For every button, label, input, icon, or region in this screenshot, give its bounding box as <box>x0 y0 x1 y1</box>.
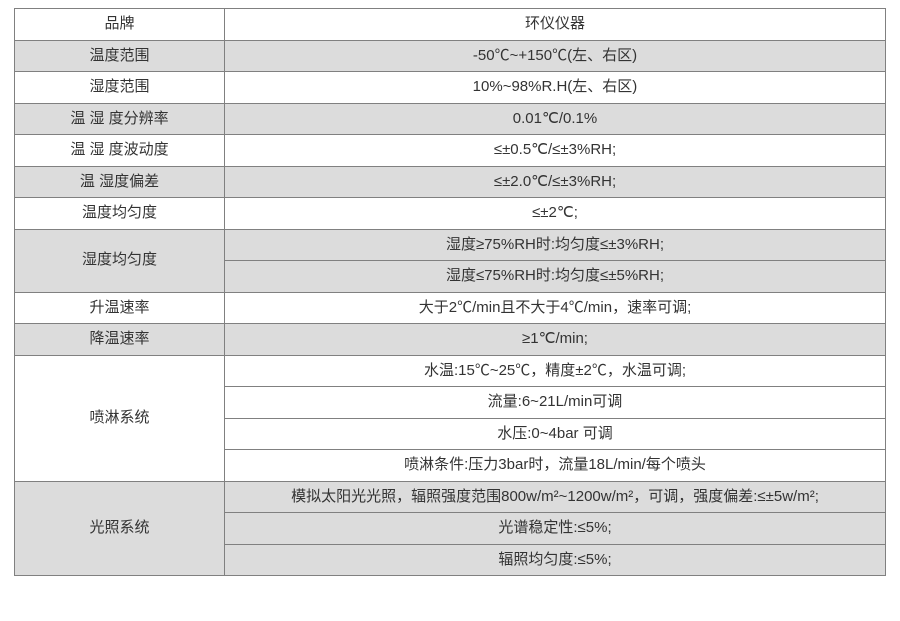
row-label: 湿度范围 <box>15 72 225 104</box>
table-row: 喷淋系统 水温:15℃~25℃，精度±2℃，水温可调; <box>15 355 886 387</box>
row-label: 温度范围 <box>15 40 225 72</box>
row-value: ≤±2℃; <box>225 198 886 230</box>
table-row: 湿度均匀度 湿度≥75%RH时:均匀度≤±3%RH; <box>15 229 886 261</box>
row-label: 温 湿度偏差 <box>15 166 225 198</box>
row-label: 温 湿 度分辨率 <box>15 103 225 135</box>
table-row: 温度均匀度 ≤±2℃; <box>15 198 886 230</box>
row-label: 温度均匀度 <box>15 198 225 230</box>
row-label: 品牌 <box>15 9 225 41</box>
row-value: 流量:6~21L/min可调 <box>225 387 886 419</box>
row-value: 喷淋条件:压力3bar时，流量18L/min/每个喷头 <box>225 450 886 482</box>
table-row: 品牌 环仪仪器 <box>15 9 886 41</box>
row-value: 10%~98%R.H(左、右区) <box>225 72 886 104</box>
row-value: 湿度≥75%RH时:均匀度≤±3%RH; <box>225 229 886 261</box>
row-label: 升温速率 <box>15 292 225 324</box>
row-value: 环仪仪器 <box>225 9 886 41</box>
table-row: 温度范围 -50℃~+150℃(左、右区) <box>15 40 886 72</box>
row-value: 湿度≤75%RH时:均匀度≤±5%RH; <box>225 261 886 293</box>
table-row: 升温速率 大于2℃/min且不大于4℃/min，速率可调; <box>15 292 886 324</box>
table-row: 湿度范围 10%~98%R.H(左、右区) <box>15 72 886 104</box>
spec-table: 品牌 环仪仪器 温度范围 -50℃~+150℃(左、右区) 湿度范围 10%~9… <box>14 8 886 576</box>
row-value: 模拟太阳光光照，辐照强度范围800w/m²~1200w/m²，可调，强度偏差:≤… <box>225 481 886 513</box>
row-label: 湿度均匀度 <box>15 229 225 292</box>
table-row: 温 湿 度波动度 ≤±0.5℃/≤±3%RH; <box>15 135 886 167</box>
row-label: 温 湿 度波动度 <box>15 135 225 167</box>
row-value: 大于2℃/min且不大于4℃/min，速率可调; <box>225 292 886 324</box>
row-value: 水温:15℃~25℃，精度±2℃，水温可调; <box>225 355 886 387</box>
table-row: 光照系统 模拟太阳光光照，辐照强度范围800w/m²~1200w/m²，可调，强… <box>15 481 886 513</box>
row-label: 喷淋系统 <box>15 355 225 481</box>
row-value: 0.01℃/0.1% <box>225 103 886 135</box>
row-value: ≥1℃/min; <box>225 324 886 356</box>
row-label: 降温速率 <box>15 324 225 356</box>
row-value: ≤±0.5℃/≤±3%RH; <box>225 135 886 167</box>
table-row: 温 湿 度分辨率 0.01℃/0.1% <box>15 103 886 135</box>
spec-table-body: 品牌 环仪仪器 温度范围 -50℃~+150℃(左、右区) 湿度范围 10%~9… <box>15 9 886 576</box>
table-row: 降温速率 ≥1℃/min; <box>15 324 886 356</box>
row-value: 辐照均匀度:≤5%; <box>225 544 886 576</box>
row-value: 水压:0~4bar 可调 <box>225 418 886 450</box>
row-value: 光谱稳定性:≤5%; <box>225 513 886 545</box>
row-label: 光照系统 <box>15 481 225 576</box>
table-row: 温 湿度偏差 ≤±2.0℃/≤±3%RH; <box>15 166 886 198</box>
row-value: ≤±2.0℃/≤±3%RH; <box>225 166 886 198</box>
row-value: -50℃~+150℃(左、右区) <box>225 40 886 72</box>
